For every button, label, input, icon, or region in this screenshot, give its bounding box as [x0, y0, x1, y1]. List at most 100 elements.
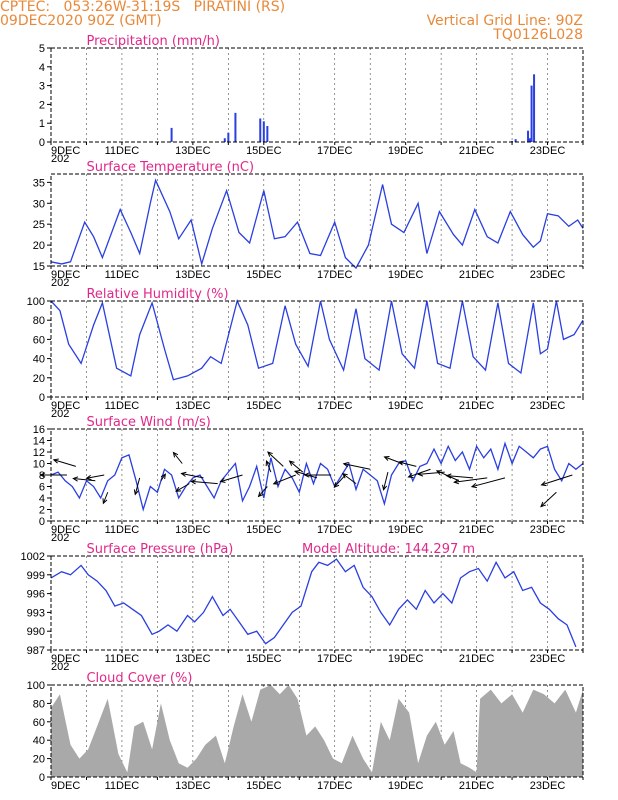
wind-arrow-head	[540, 481, 547, 487]
wind-arrow-head	[333, 482, 340, 488]
x-tick-label: 13DEC	[175, 400, 211, 412]
x-tick-label: 9DEC	[51, 145, 80, 157]
panel-frame	[50, 684, 584, 778]
y-tick-label: 12	[33, 447, 45, 459]
wind-arrow-head	[72, 476, 79, 482]
wind-arrow	[73, 478, 96, 482]
x-tick-label: 9DEC	[51, 653, 80, 665]
wind-arrow-head	[219, 477, 226, 483]
wind-arrow-head	[417, 471, 424, 477]
precip-bar	[266, 126, 269, 142]
wind-arrow	[102, 492, 109, 504]
panel-title: Surface Pressure (hPa)	[86, 542, 233, 557]
precip-bar	[530, 85, 533, 142]
precip-bar	[527, 130, 530, 142]
wind-arrow	[181, 472, 204, 479]
x-tick-label: 21DEC	[459, 145, 495, 157]
x-tick-label: 9DEC	[51, 524, 80, 536]
x-tick-label: 17DEC	[317, 269, 353, 281]
station-line: CPTEC: 053:26W-31:19S PIRATINI (RS)	[0, 0, 286, 15]
y-tick-label: 15	[33, 261, 45, 273]
x-tick-label: 19DEC	[388, 400, 424, 412]
x-tick-label: 11DEC	[105, 653, 140, 665]
y-tick-label: 0	[39, 516, 45, 528]
precip-bar	[223, 138, 226, 142]
x-tick-label: 17DEC	[317, 653, 353, 665]
wind-arrow	[541, 474, 573, 486]
x-tick-label: 19DEC	[388, 524, 424, 536]
x-cut-label: 202	[51, 532, 69, 544]
x-tick-label: 19DEC	[388, 269, 424, 281]
panel-title: Precipitation (mm/h)	[86, 34, 219, 49]
y-tick-label: 4	[39, 62, 45, 74]
panel-annotation: Model Altitude: 144.297 m	[302, 542, 475, 557]
y-tick-label: 1	[39, 118, 45, 130]
wind-arrow-head	[52, 458, 59, 464]
wind-arrow-head	[257, 491, 264, 498]
wind-arrow	[471, 477, 506, 488]
panel-title: Surface Wind (m/s)	[86, 415, 210, 430]
precip-bar	[514, 139, 517, 142]
panel-frame	[50, 555, 584, 651]
wind-arrow-head	[272, 479, 279, 485]
x-tick-label: 11DEC	[105, 780, 140, 792]
wind-arrow-head	[470, 483, 477, 489]
wind-arrow-head	[102, 498, 108, 505]
x-tick-label: 15DEC	[246, 653, 282, 665]
wind-arrow-head	[288, 460, 295, 466]
y-tick-label: 0	[39, 137, 45, 149]
wind-arrow	[191, 480, 218, 485]
y-tick-label: 4	[39, 493, 45, 505]
x-cut-label: 202	[51, 153, 69, 165]
y-tick-label: 100	[27, 296, 45, 308]
x-tick-label: 17DEC	[317, 524, 353, 536]
wind-arrow-head	[180, 471, 187, 477]
wind-arrow	[334, 474, 346, 488]
wind-arrow-head	[397, 460, 404, 466]
y-tick-label: 40	[33, 735, 45, 747]
x-tick-label: 21DEC	[459, 653, 495, 665]
wind-arrow-head	[382, 484, 388, 491]
series-line	[50, 299, 584, 381]
x-tick-label: 9DEC	[51, 269, 80, 281]
panel-5	[47, 684, 584, 780]
series-line	[50, 441, 584, 512]
grid-note: Vertical Grid Line: 90Z	[426, 13, 583, 29]
wind-arrow-head	[293, 469, 301, 476]
y-tick-label: 100	[27, 680, 45, 692]
x-tick-label: 21DEC	[459, 269, 495, 281]
x-tick-label: 23DEC	[530, 780, 566, 792]
y-tick-label: 0	[39, 392, 45, 404]
x-cut-label: 202	[51, 277, 69, 289]
x-tick-label: 23DEC	[530, 145, 566, 157]
y-tick-label: 1002	[21, 551, 45, 563]
wind-arrow	[267, 451, 284, 467]
run-date: 09DEC2020 90Z (GMT)	[0, 13, 162, 29]
wind-arrow	[160, 473, 166, 482]
x-tick-label: 23DEC	[530, 653, 566, 665]
x-cut-label: 202	[51, 661, 69, 673]
panel-title: Cloud Cover (%)	[86, 671, 192, 686]
y-tick-label: 20	[33, 754, 45, 766]
run-code: TQ0126L028	[493, 27, 583, 43]
x-tick-label: 15DEC	[246, 780, 282, 792]
wind-arrow-head	[341, 473, 348, 479]
wind-arrow	[454, 477, 488, 483]
wind-arrow	[53, 459, 76, 467]
x-tick-label: 19DEC	[388, 145, 424, 157]
x-tick-label: 11DEC	[105, 145, 140, 157]
precip-bar	[234, 112, 237, 142]
y-tick-label: 2	[39, 99, 45, 111]
wind-arrow-head	[85, 474, 92, 481]
y-tick-label: 990	[27, 626, 45, 638]
wind-arrow	[398, 461, 417, 467]
precip-bar	[227, 132, 230, 142]
y-tick-label: 25	[33, 219, 45, 231]
x-tick-label: 21DEC	[459, 780, 495, 792]
wind-arrow-head	[175, 486, 182, 492]
x-tick-label: 13DEC	[175, 524, 211, 536]
chart-header: CPTEC: 053:26W-31:19S PIRATINI (RS) 09DE…	[0, 0, 618, 48]
wind-arrow-head	[407, 473, 414, 479]
x-tick-label: 11DEC	[105, 400, 140, 412]
